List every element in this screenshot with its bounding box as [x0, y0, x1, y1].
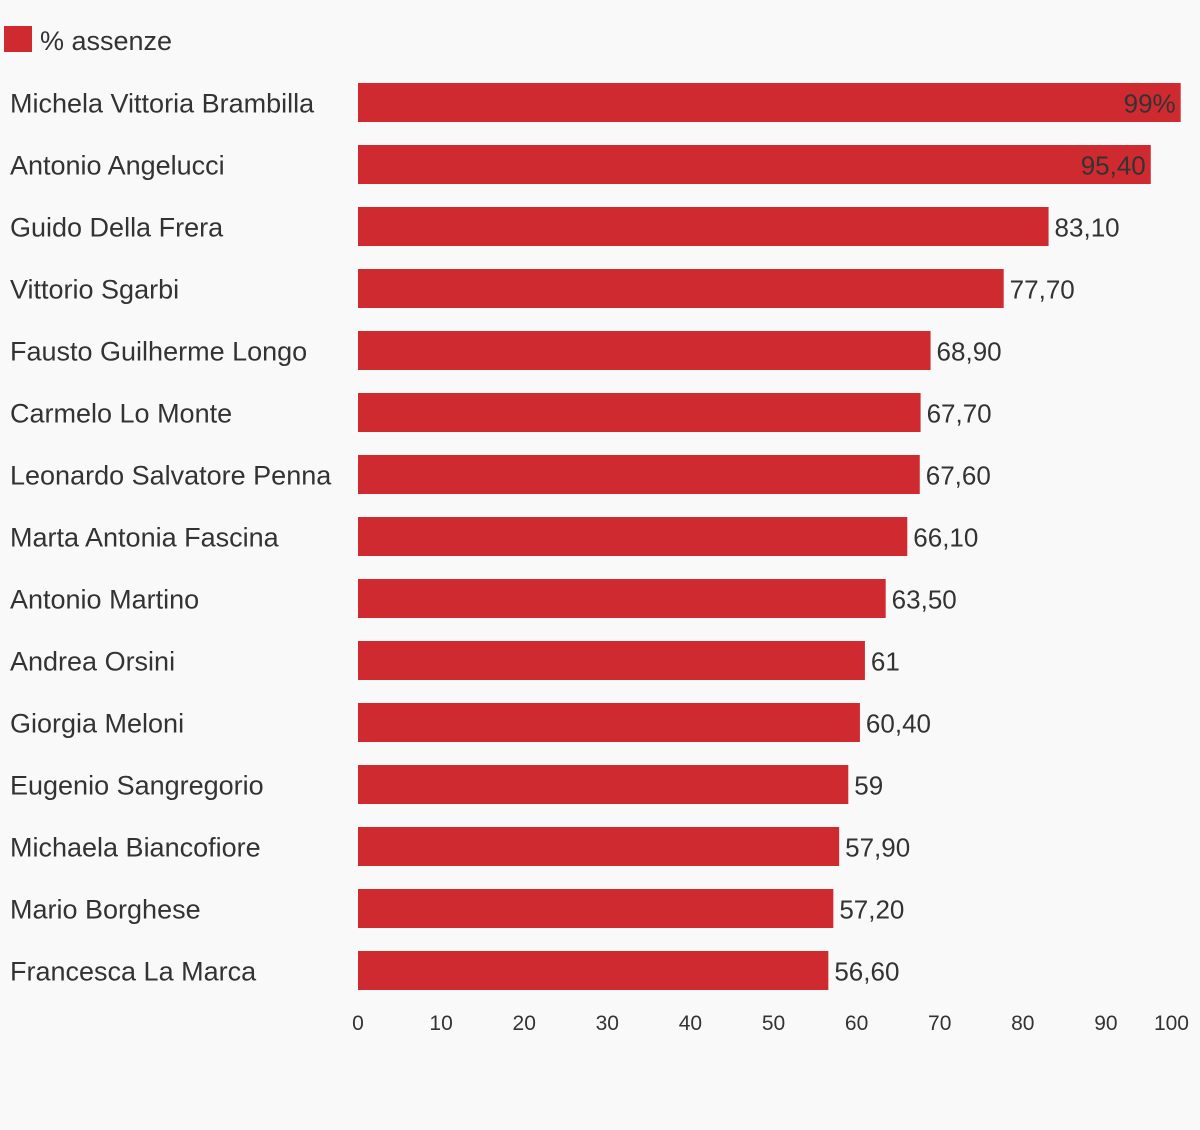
- bar-francesca-la-marca: [358, 951, 829, 990]
- x-tick-label-10: 10: [429, 1012, 452, 1035]
- bar-carmelo-lo-monte: [358, 393, 921, 432]
- value-label-fausto-guilherme-longo: 68,90: [937, 337, 1002, 367]
- value-label-mario-borghese: 57,20: [839, 895, 904, 925]
- category-label-michela-vittoria-brambilla: Michela Vittoria Brambilla: [10, 89, 315, 119]
- x-tick-label-100: 100: [1154, 1012, 1189, 1035]
- category-label-mario-borghese: Mario Borghese: [10, 895, 201, 925]
- value-label-antonio-martino: 63,50: [892, 585, 957, 615]
- bar-leonardo-salvatore-penna: [358, 455, 920, 494]
- category-label-vittorio-sgarbi: Vittorio Sgarbi: [10, 275, 179, 305]
- value-label-francesca-la-marca: 56,60: [834, 957, 899, 987]
- x-tick-label-40: 40: [679, 1012, 702, 1035]
- category-label-carmelo-lo-monte: Carmelo Lo Monte: [10, 399, 232, 429]
- category-label-guido-della-frera: Guido Della Frera: [10, 213, 224, 243]
- bar-andrea-orsini: [358, 641, 865, 680]
- value-label-antonio-angelucci: 95,40: [1081, 151, 1146, 181]
- value-label-eugenio-sangregorio: 59: [854, 771, 883, 801]
- x-tick-label-20: 20: [513, 1012, 536, 1035]
- x-axis: 0 10 20 30 40 50 60 70 80 90 100: [352, 1012, 1189, 1035]
- bar-fausto-guilherme-longo: [358, 331, 931, 370]
- bar-antonio-martino: [358, 579, 886, 618]
- x-tick-label-0: 0: [352, 1012, 364, 1035]
- bar-antonio-angelucci: [358, 145, 1151, 184]
- value-labels: 99% 95,40 83,10 77,70 68,90 67,70 67,60 66,10 63…: [834, 89, 1175, 987]
- x-tick-label-80: 80: [1011, 1012, 1034, 1035]
- bar-michaela-biancofiore: [358, 827, 840, 866]
- value-label-carmelo-lo-monte: 67,70: [927, 399, 992, 429]
- value-label-giorgia-meloni: 60,40: [866, 709, 931, 739]
- category-label-andrea-orsini: Andrea Orsini: [10, 647, 175, 677]
- legend-swatch: [4, 26, 32, 52]
- legend-label: % assenze: [40, 26, 172, 56]
- value-label-michela-vittoria-brambilla: 99%: [1124, 89, 1176, 119]
- value-label-vittorio-sgarbi: 77,70: [1010, 275, 1075, 305]
- x-tick-label-90: 90: [1094, 1012, 1117, 1035]
- category-labels: Michela Vittoria Brambilla Antonio Angelu…: [10, 89, 332, 987]
- category-label-eugenio-sangregorio: Eugenio Sangregorio: [10, 771, 264, 801]
- category-label-michaela-biancofiore: Michaela Biancofiore: [10, 833, 261, 863]
- x-tick-label-70: 70: [928, 1012, 951, 1035]
- category-label-fausto-guilherme-longo: Fausto Guilherme Longo: [10, 337, 307, 367]
- value-label-michaela-biancofiore: 57,90: [845, 833, 910, 863]
- bar-michela-vittoria-brambilla: [358, 83, 1181, 122]
- bar-guido-della-frera: [358, 207, 1049, 246]
- value-label-andrea-orsini: 61: [871, 647, 900, 677]
- bars-group: [358, 83, 1181, 990]
- x-tick-label-60: 60: [845, 1012, 868, 1035]
- category-label-antonio-angelucci: Antonio Angelucci: [10, 151, 225, 181]
- category-label-marta-antonia-fascina: Marta Antonia Fascina: [10, 523, 280, 553]
- value-label-guido-della-frera: 83,10: [1055, 213, 1120, 243]
- bar-vittorio-sgarbi: [358, 269, 1004, 308]
- x-tick-label-50: 50: [762, 1012, 785, 1035]
- legend: % assenze: [4, 26, 172, 56]
- x-tick-label-30: 30: [596, 1012, 619, 1035]
- bar-mario-borghese: [358, 889, 834, 928]
- category-label-leonardo-salvatore-penna: Leonardo Salvatore Penna: [10, 461, 332, 491]
- bar-eugenio-sangregorio: [358, 765, 849, 804]
- value-label-marta-antonia-fascina: 66,10: [913, 523, 978, 553]
- value-label-leonardo-salvatore-penna: 67,60: [926, 461, 991, 491]
- category-label-giorgia-meloni: Giorgia Meloni: [10, 709, 184, 739]
- bar-giorgia-meloni: [358, 703, 860, 742]
- category-label-antonio-martino: Antonio Martino: [10, 585, 199, 615]
- bar-marta-antonia-fascina: [358, 517, 908, 556]
- category-label-francesca-la-marca: Francesca La Marca: [10, 957, 257, 987]
